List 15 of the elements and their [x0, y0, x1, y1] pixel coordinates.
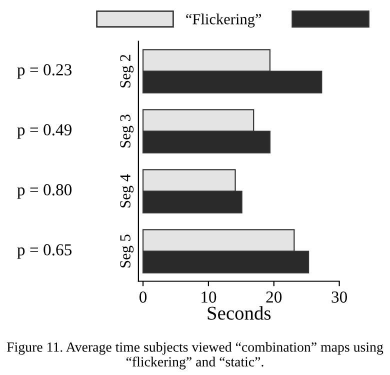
text: p = 0.65: [17, 244, 72, 259]
legend-label: “Flickering”: [186, 14, 262, 28]
x-tick-label: 20: [266, 291, 282, 303]
y-tick-label: Seg 2: [120, 54, 134, 88]
x-tick-label: 30: [332, 291, 347, 303]
y-tick-label: Seg 3: [120, 114, 134, 148]
text: p = 0.49: [17, 124, 72, 139]
text: p = 0.80: [17, 184, 72, 199]
x-tick-label: 0: [140, 291, 147, 303]
y-tick-label: Seg 5: [120, 234, 134, 268]
text: p = 0.23: [17, 64, 72, 79]
x-tick-label: 10: [202, 291, 216, 303]
caption: Figure 11. Average time subjects viewed “combination” maps using “flickering” and “static”.: [6, 342, 384, 370]
x-axis-title: Seconds: [208, 306, 271, 320]
y-tick-label: Seg 4: [120, 174, 134, 208]
